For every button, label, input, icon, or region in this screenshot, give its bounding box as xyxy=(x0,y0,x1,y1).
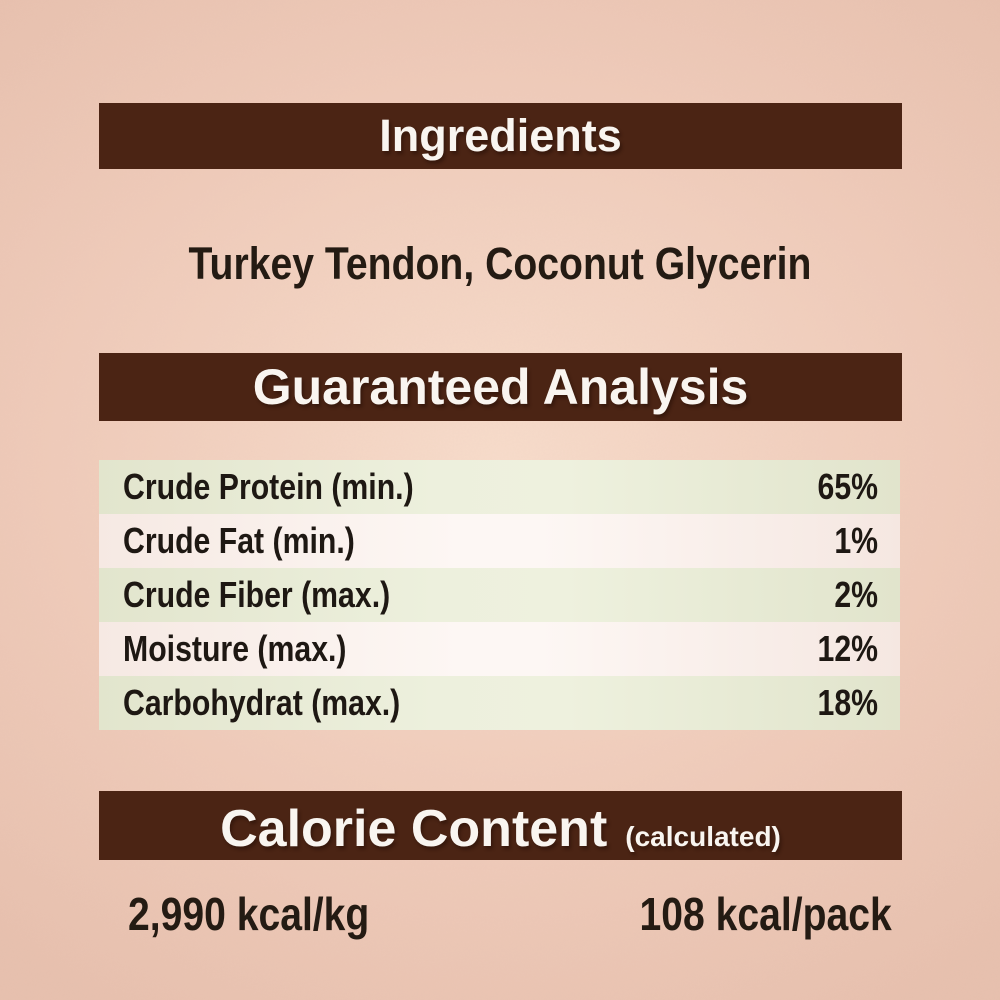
guaranteed-analysis-header-bar: Guaranteed Analysis xyxy=(99,353,902,421)
calorie-content-title: Calorie Content xyxy=(220,800,608,858)
nutrient-value: 12% xyxy=(817,628,878,669)
nutrient-label: Crude Fiber (max.) xyxy=(123,574,391,615)
nutrient-value: 1% xyxy=(834,520,878,561)
table-row: Moisture (max.) 12% xyxy=(99,622,900,676)
guaranteed-analysis-table: Crude Protein (min.) 65% Crude Fat (min.… xyxy=(99,460,900,730)
calorie-values-row: 2,990 kcal/kg 108 kcal/pack xyxy=(100,886,900,942)
guaranteed-analysis-title: Guaranteed Analysis xyxy=(252,359,749,415)
ingredients-list-text: Turkey Tendon, Coconut Glycerin xyxy=(188,238,812,289)
calories-per-kg: 2,990 kcal/kg xyxy=(128,888,370,940)
table-row: Crude Protein (min.) 65% xyxy=(99,460,900,514)
table-row: Crude Fiber (max.) 2% xyxy=(99,568,900,622)
table-row: Carbohydrat (max.) 18% xyxy=(99,676,900,730)
nutrient-value: 2% xyxy=(834,574,878,615)
nutrient-value: 65% xyxy=(817,466,878,507)
calorie-content-header-bar: Calorie Content (calculated) xyxy=(99,791,902,860)
calories-per-pack: 108 kcal/pack xyxy=(639,888,892,940)
nutrient-value: 18% xyxy=(817,682,878,723)
table-row: Crude Fat (min.) 1% xyxy=(99,514,900,568)
ingredients-list: Turkey Tendon, Coconut Glycerin xyxy=(100,238,900,290)
nutrient-label: Moisture (max.) xyxy=(123,628,347,669)
nutrient-label: Crude Fat (min.) xyxy=(123,520,355,561)
nutrient-label: Crude Protein (min.) xyxy=(123,466,414,507)
ingredients-title: Ingredients xyxy=(379,110,622,161)
calorie-content-qualifier: (calculated) xyxy=(625,821,781,852)
ingredients-header-bar: Ingredients xyxy=(99,103,902,169)
nutrient-label: Carbohydrat (max.) xyxy=(123,682,401,723)
